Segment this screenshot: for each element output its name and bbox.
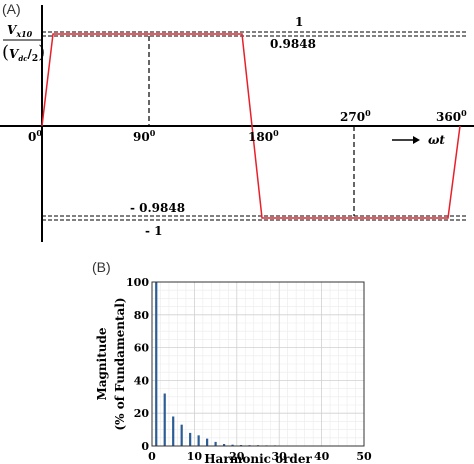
tick-270: 2700 xyxy=(340,108,371,124)
y-tick-label: 40 xyxy=(134,374,150,387)
y-tick-label: 0 xyxy=(141,440,149,453)
x-tick-label: 40 xyxy=(314,450,330,463)
axis-var-label: ωt xyxy=(428,133,445,147)
y-tick-label: 100 xyxy=(126,276,149,289)
tick-360: 3600 xyxy=(436,108,467,124)
x-tick-label: 0 xyxy=(148,450,156,463)
plot-frame xyxy=(151,281,365,447)
bar-h15 xyxy=(214,441,217,446)
x-tick-label: 20 xyxy=(229,450,245,463)
bar-h3 xyxy=(163,393,166,446)
tick-90: 900 xyxy=(133,128,156,144)
harmonic-chart: 0 10 20 30 40 50 0 20 40 60 80 100 Harmonic order Mag… xyxy=(95,276,372,464)
label-plus-one: 1 xyxy=(295,15,303,29)
bar-h1 xyxy=(155,282,158,446)
y-tick-label: 80 xyxy=(134,309,150,322)
panel-b-label: (B) xyxy=(92,259,111,275)
y-axis-label: Magnitude xyxy=(95,327,109,400)
ylabel-denominator: (Vdc/2) xyxy=(2,42,45,64)
label-plus-0.9848: 0.9848 xyxy=(270,37,316,51)
x-axis-label: Harmonic order xyxy=(204,452,312,464)
bar-h5 xyxy=(172,416,175,446)
bar-h9 xyxy=(189,432,192,446)
bar-h17 xyxy=(222,444,226,446)
tick-0: 00 xyxy=(28,128,42,144)
y-tick-label: 20 xyxy=(134,407,150,420)
panel-a-ylabel: Vx10 (Vdc/2) xyxy=(2,23,45,64)
arrow-head-icon xyxy=(413,136,420,144)
bar-h7 xyxy=(180,424,183,446)
x-tick-label: 50 xyxy=(356,450,372,463)
y-tick-label: 60 xyxy=(134,342,150,355)
label-minus-0.9848: - 0.9848 xyxy=(130,201,185,215)
bar-h19 xyxy=(231,444,234,446)
panel-a-label: (A) xyxy=(2,1,21,17)
label-minus-one: - 1 xyxy=(145,224,163,238)
bar-h13 xyxy=(206,438,209,446)
tick-180: 1800 xyxy=(248,128,279,144)
ylabel-numerator: Vx10 xyxy=(7,23,33,39)
y-axis-label-2: (% of Fundamental) xyxy=(113,297,127,430)
bar-h11 xyxy=(197,435,200,446)
x-tick-label: 30 xyxy=(272,450,288,463)
x-tick-label: 10 xyxy=(187,450,203,463)
waveform-line xyxy=(41,33,461,219)
